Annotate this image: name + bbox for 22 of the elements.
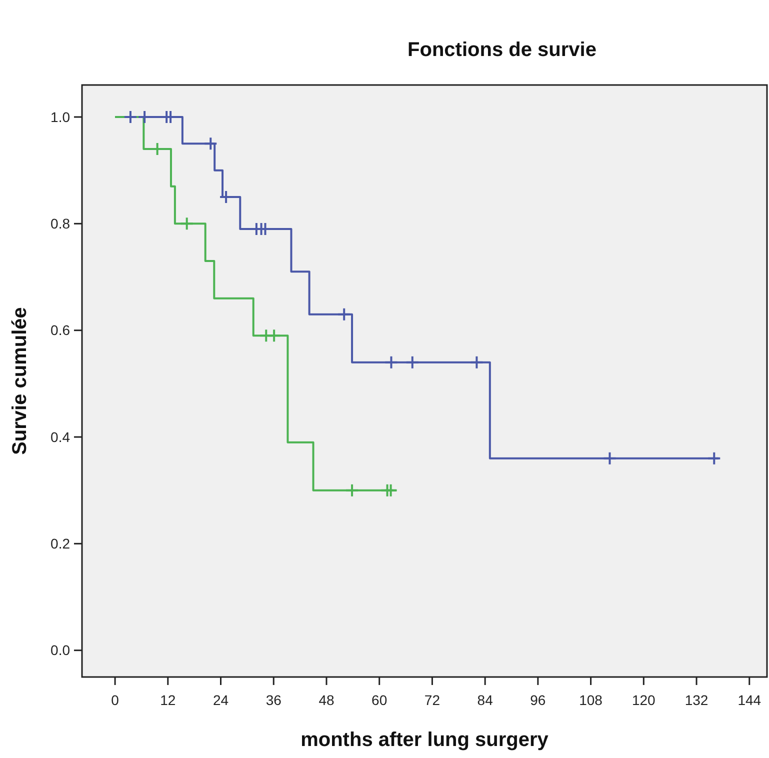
y-tick-label: 0.4 xyxy=(50,428,70,445)
x-tick-label: 24 xyxy=(212,692,229,708)
x-tick-label: 132 xyxy=(684,692,708,708)
y-tick-label: 0.8 xyxy=(50,216,70,232)
y-tick-label: 0.2 xyxy=(50,536,70,552)
x-tick-label: 48 xyxy=(318,692,334,708)
x-tick-label: 96 xyxy=(530,692,546,708)
y-tick-label: 1.0 xyxy=(50,108,70,125)
x-tick-label: 108 xyxy=(579,692,603,708)
x-tick-label: 72 xyxy=(424,692,440,708)
x-axis-title: months after lung surgery xyxy=(300,729,550,751)
x-tick-label: 144 xyxy=(738,692,762,708)
x-tick-label: 120 xyxy=(632,692,656,708)
y-tick-label: 0.0 xyxy=(50,642,70,658)
x-tick-label: 60 xyxy=(372,692,388,708)
x-tick-label: 0 xyxy=(111,692,120,708)
y-tick-label: 0.6 xyxy=(50,322,70,338)
x-tick-label: 12 xyxy=(160,692,176,708)
y-axis-title: Survie cumulée xyxy=(9,307,31,455)
x-tick-label: 36 xyxy=(266,692,282,708)
chart-title: Fonctions de survie xyxy=(408,39,596,61)
x-tick-label: 84 xyxy=(477,692,494,708)
